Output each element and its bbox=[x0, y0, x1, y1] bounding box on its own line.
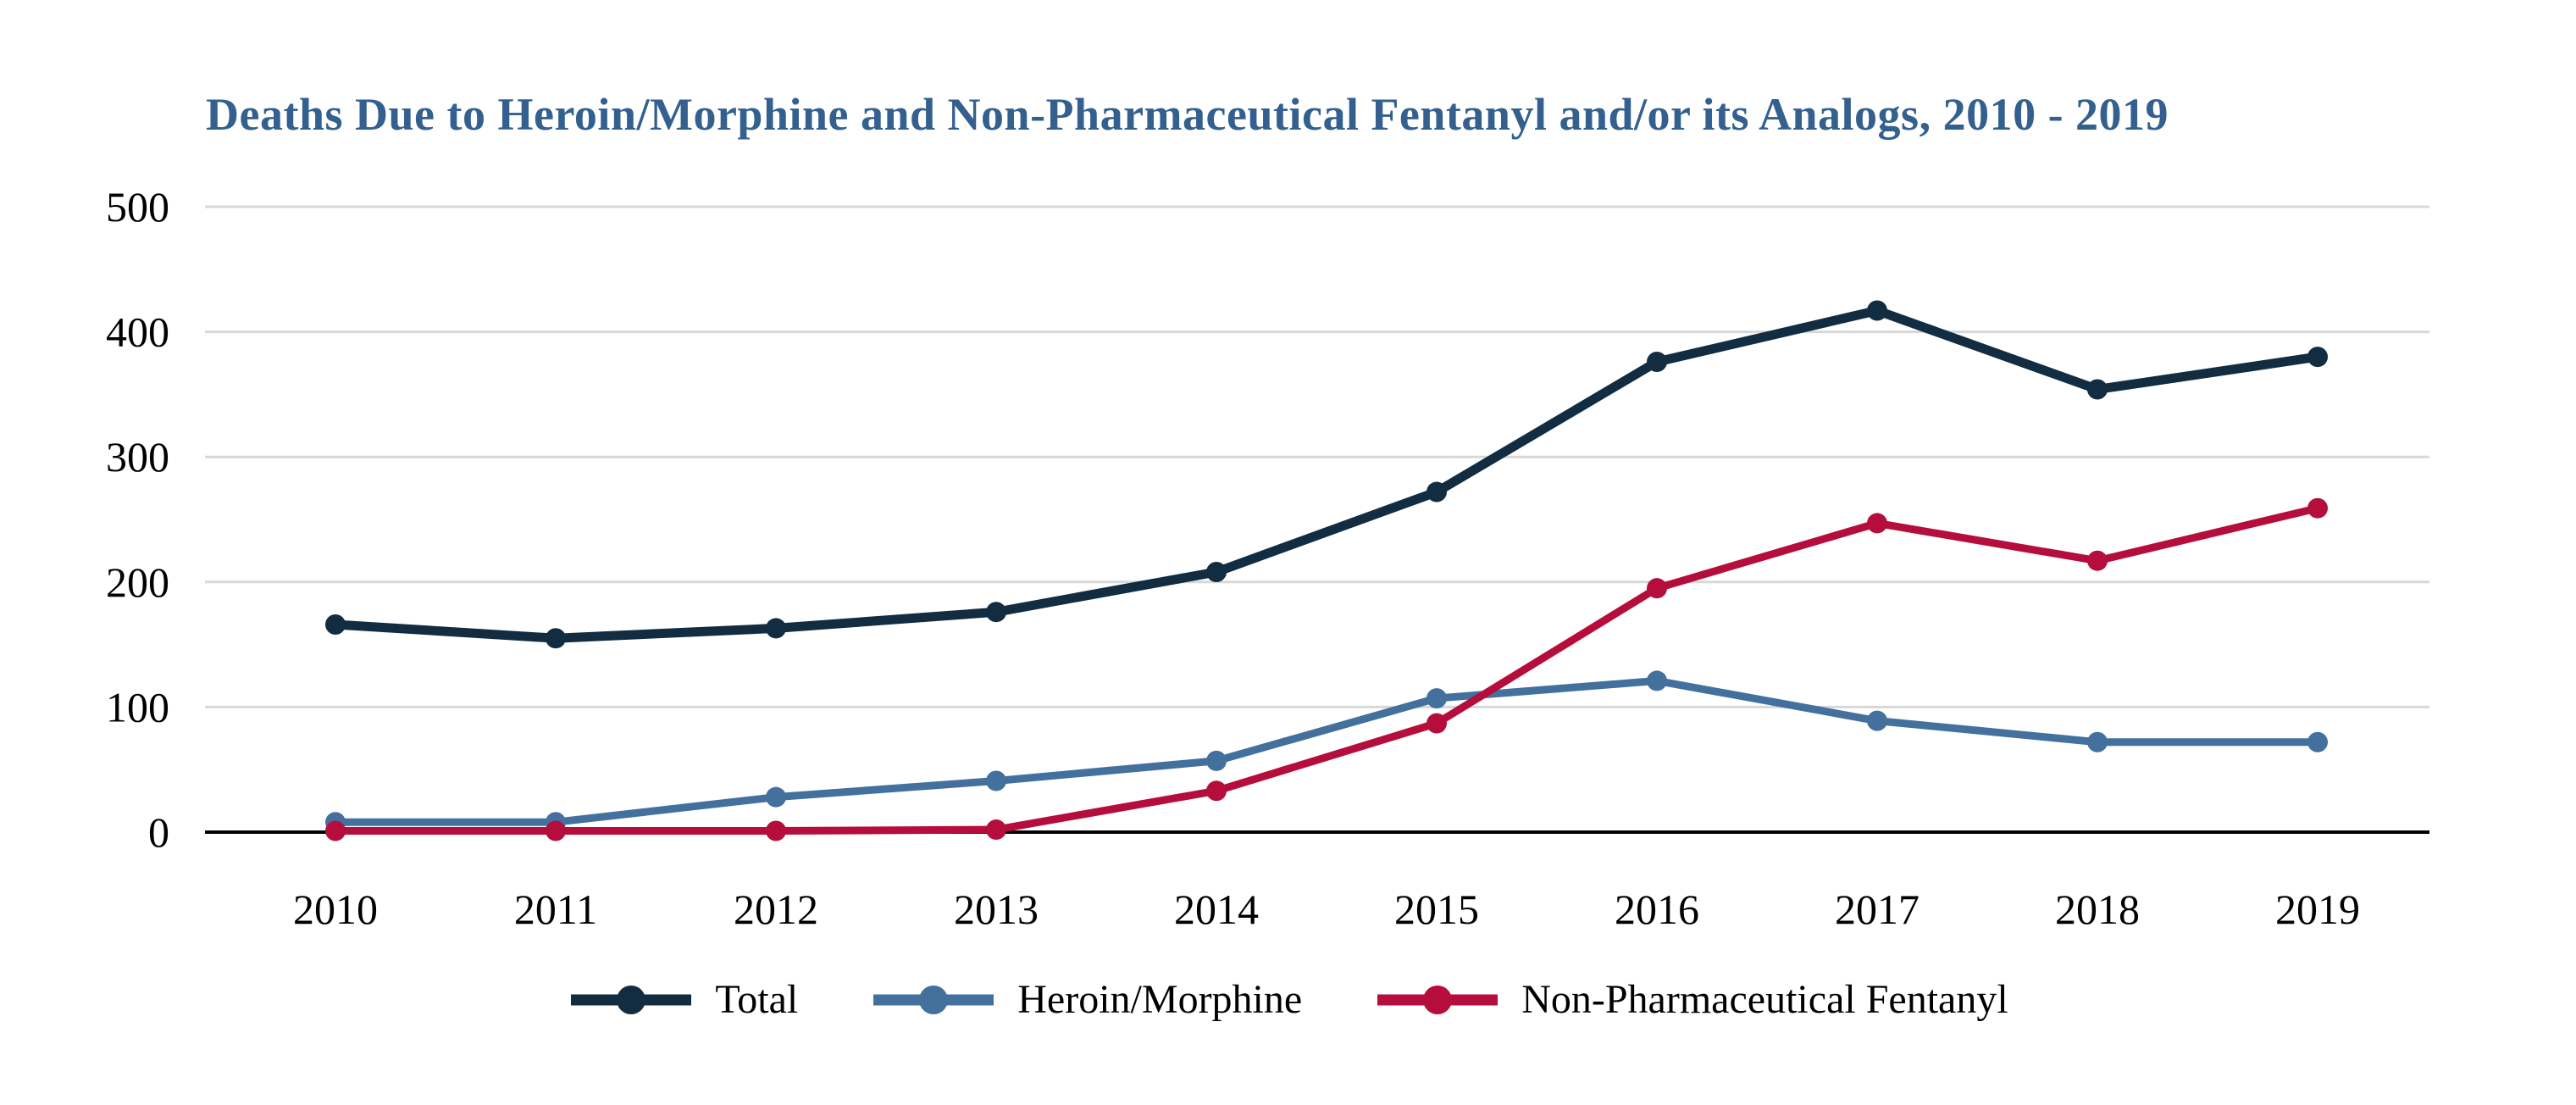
series-line-2 bbox=[331, 504, 2322, 836]
data-point bbox=[325, 614, 346, 635]
non-pharmaceutical-fentanyl-line-marker-icon bbox=[1377, 985, 1499, 1014]
chart-title: Deaths Due to Heroin/Morphine and Non-Ph… bbox=[206, 89, 2169, 140]
data-point bbox=[546, 628, 566, 649]
data-point bbox=[1206, 780, 1227, 802]
y-tick-label: 300 bbox=[106, 433, 169, 480]
data-point bbox=[766, 786, 786, 808]
chart-legend: Total Heroin/Morphine Non-Pharmaceutical… bbox=[0, 976, 2576, 1023]
y-tick-label: 200 bbox=[106, 558, 169, 606]
data-point bbox=[2307, 497, 2328, 519]
data-point bbox=[2307, 731, 2328, 752]
x-tick-label: 2013 bbox=[954, 886, 1039, 933]
data-point bbox=[1867, 513, 1887, 534]
x-tick-label: 2019 bbox=[2275, 886, 2360, 933]
legend-label-non-pharmaceutical-fentanyl: Non-Pharmaceutical Fentanyl bbox=[1521, 977, 2008, 1022]
data-point bbox=[2307, 347, 2328, 368]
data-point bbox=[1426, 481, 1447, 503]
x-tick-label: 2010 bbox=[293, 886, 378, 933]
data-point bbox=[766, 618, 786, 639]
series-line-1 bbox=[331, 676, 2322, 826]
data-point bbox=[986, 819, 1006, 841]
x-tick-label: 2015 bbox=[1394, 886, 1479, 933]
data-point bbox=[546, 820, 566, 841]
data-point bbox=[1426, 688, 1447, 709]
data-point bbox=[1647, 352, 1667, 373]
data-point bbox=[1647, 670, 1667, 691]
data-point bbox=[1206, 561, 1227, 582]
data-point bbox=[986, 770, 1006, 791]
y-tick-label: 500 bbox=[106, 183, 169, 230]
legend-item-non-pharmaceutical-fentanyl: Non-Pharmaceutical Fentanyl bbox=[1374, 976, 2008, 1023]
legend-item-total: Total bbox=[568, 976, 798, 1023]
data-point bbox=[325, 820, 346, 841]
heroin-morphine-line-marker-icon bbox=[873, 985, 994, 1014]
data-point bbox=[2087, 550, 2108, 571]
x-tick-label: 2014 bbox=[1174, 886, 1259, 933]
series-line-0 bbox=[330, 306, 2323, 643]
data-point bbox=[1647, 578, 1667, 599]
x-tick-label: 2018 bbox=[2055, 886, 2140, 933]
data-point bbox=[1426, 713, 1447, 734]
data-point bbox=[986, 602, 1006, 623]
x-tick-label: 2012 bbox=[734, 886, 818, 933]
x-tick-label: 2016 bbox=[1615, 886, 1699, 933]
data-point bbox=[1867, 710, 1887, 731]
legend-label-total: Total bbox=[715, 977, 799, 1022]
data-point bbox=[766, 820, 786, 841]
data-point bbox=[1867, 300, 1887, 321]
data-point bbox=[2087, 731, 2108, 752]
y-tick-label: 0 bbox=[148, 808, 169, 856]
data-point bbox=[1206, 750, 1227, 771]
x-tick-label: 2011 bbox=[514, 886, 597, 933]
y-tick-label: 100 bbox=[106, 683, 169, 730]
total-line-marker-icon bbox=[571, 985, 692, 1014]
y-tick-label: 400 bbox=[106, 308, 169, 356]
x-tick-label: 2017 bbox=[1835, 886, 1920, 933]
legend-label-heroin-morphine: Heroin/Morphine bbox=[1017, 977, 1303, 1022]
data-point bbox=[2087, 379, 2108, 400]
legend-item-heroin-morphine: Heroin/Morphine bbox=[870, 976, 1302, 1023]
